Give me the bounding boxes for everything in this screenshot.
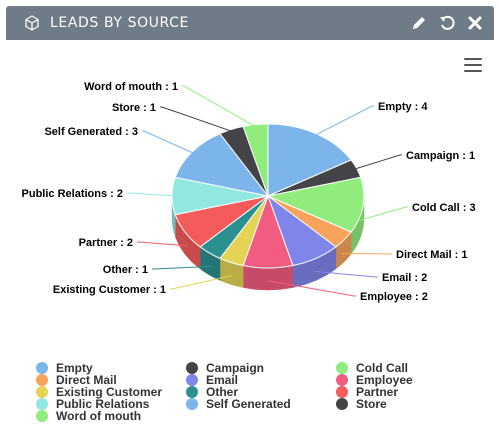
connector-email	[314, 270, 378, 278]
legend-label: Cold Call	[356, 361, 409, 375]
legend-marker	[186, 386, 198, 398]
pie-slices	[171, 123, 365, 269]
legend-item-empty[interactable]: Empty	[36, 361, 93, 375]
panel-title: LEADS BY SOURCE	[50, 15, 189, 31]
legend-label: Word of mouth	[56, 409, 142, 423]
legend-marker	[36, 362, 48, 374]
legend-item-campaign[interactable]: Campaign	[186, 361, 265, 375]
legend-marker	[186, 374, 198, 386]
panel-header: LEADS BY SOURCE	[6, 6, 494, 40]
legend-item-partner[interactable]: Partner	[336, 385, 399, 399]
data-label-campaign: Campaign : 1	[406, 150, 475, 162]
pie-slice-cold-call	[266, 176, 365, 233]
legend-item-direct-mail[interactable]: Direct Mail	[36, 373, 117, 387]
data-label-existing-customer: Existing Customer : 1	[53, 284, 166, 296]
connector-other	[152, 265, 212, 270]
legend-marker	[36, 398, 48, 410]
data-label-other: Other : 1	[103, 264, 148, 276]
pie-chart: Empty : 4 Campaign : 1 Cold Call : 3 Direct…	[22, 81, 476, 303]
legend-item-other[interactable]: Other	[186, 385, 239, 399]
legend-marker	[336, 398, 348, 410]
legend-label: Empty	[56, 361, 93, 375]
connector-direct-mail	[341, 252, 392, 255]
connector-employee	[267, 280, 356, 297]
pie-side-employee	[242, 265, 294, 291]
pie-slice-word-of-mouth	[242, 123, 269, 197]
legend-label: Public Relations	[56, 397, 150, 411]
connector-campaign	[353, 154, 402, 170]
legend-label: Partner	[356, 385, 399, 399]
close-icon[interactable]	[466, 14, 484, 32]
pie-slice-empty	[267, 123, 352, 197]
data-label-partner: Partner : 2	[79, 237, 133, 249]
data-label-employee: Employee : 2	[360, 291, 428, 303]
leads-by-source-panel: LEADS BY SOURCE Empty : 4 Campaign : 1 Col…	[6, 6, 494, 434]
connector-public-relations	[127, 192, 175, 197]
legend-marker	[36, 410, 48, 422]
legend-marker	[336, 362, 348, 374]
connector-cold-call	[360, 206, 408, 221]
connector-existing-customer	[170, 274, 233, 290]
legend-marker	[186, 398, 198, 410]
refresh-icon[interactable]	[438, 14, 456, 32]
data-label-direct-mail: Direct Mail : 1	[396, 249, 468, 261]
legend-marker	[336, 374, 348, 386]
legend-item-store[interactable]: Store	[336, 397, 387, 411]
connector-store	[160, 106, 233, 132]
data-label-store: Store : 1	[112, 102, 156, 114]
legend-item-cold-call[interactable]: Cold Call	[336, 361, 409, 375]
legend-label: Self Generated	[206, 397, 291, 411]
data-label-word-of-mouth: Word of mouth : 1	[84, 81, 178, 93]
pie-data-labels: Empty : 4 Campaign : 1 Cold Call : 3 Direct…	[22, 81, 476, 303]
legend-label: Existing Customer	[56, 385, 163, 399]
hamburger-menu-icon[interactable]	[464, 58, 482, 72]
connector-empty	[314, 105, 374, 136]
legend-marker	[186, 362, 198, 374]
legend-label: Email	[206, 373, 239, 387]
legend-item-self-generated[interactable]: Self Generated	[186, 397, 291, 411]
data-label-email: Email : 2	[382, 272, 427, 284]
legend-label: Store	[356, 397, 387, 411]
legend-marker	[336, 386, 348, 398]
data-label-empty: Empty : 4	[378, 101, 428, 113]
legend-item-word-of-mouth[interactable]: Word of mouth	[36, 409, 142, 423]
connector-self-generated	[142, 130, 195, 154]
legend-label: Direct Mail	[56, 373, 117, 387]
legend-label: Employee	[356, 373, 413, 387]
legend-marker	[36, 374, 48, 386]
data-label-self-generated: Self Generated : 3	[44, 126, 138, 138]
legend-label: Campaign	[206, 361, 265, 375]
legend-marker	[36, 386, 48, 398]
legend-item-existing-customer[interactable]: Existing Customer	[36, 385, 163, 399]
data-label-public-relations: Public Relations : 2	[22, 188, 123, 200]
legend-item-employee[interactable]: Employee	[336, 373, 413, 387]
pencil-icon[interactable]	[410, 14, 428, 32]
legend-item-email[interactable]: Email	[186, 373, 239, 387]
legend-label: Other	[206, 385, 239, 399]
cube-icon	[25, 15, 39, 31]
legend-item-public-relations[interactable]: Public Relations	[36, 397, 150, 411]
data-label-cold-call: Cold Call : 3	[412, 202, 476, 214]
connector-partner	[137, 241, 188, 247]
connector-word-of-mouth	[182, 85, 257, 128]
